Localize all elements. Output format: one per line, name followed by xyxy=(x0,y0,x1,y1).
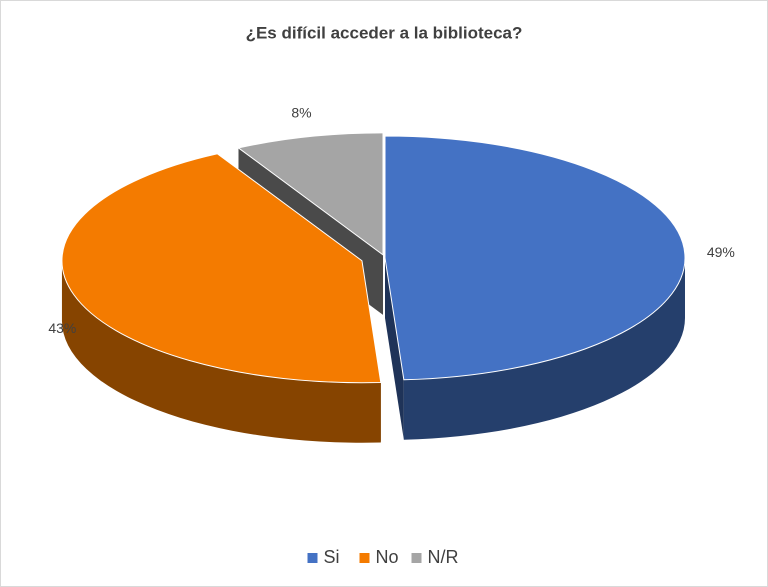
data-label: 8% xyxy=(291,105,311,121)
pie-slice xyxy=(384,135,686,381)
data-label: 49% xyxy=(707,244,735,260)
legend-swatch xyxy=(359,553,370,563)
legend-label: No xyxy=(376,547,399,567)
legend-label: N/R xyxy=(428,547,459,567)
pie-cut-face xyxy=(385,258,404,440)
pie-side xyxy=(403,258,685,440)
legend-label: Si xyxy=(324,547,340,567)
pie-side xyxy=(61,260,381,443)
pie-slice xyxy=(237,132,384,256)
pie-tops xyxy=(61,132,686,384)
chart-title: ¿Es difícil acceder a la biblioteca? xyxy=(246,23,523,42)
pie-slice xyxy=(61,153,382,384)
data-label: 43% xyxy=(48,320,76,336)
legend-swatch xyxy=(411,553,422,563)
legend-swatch xyxy=(307,553,318,563)
